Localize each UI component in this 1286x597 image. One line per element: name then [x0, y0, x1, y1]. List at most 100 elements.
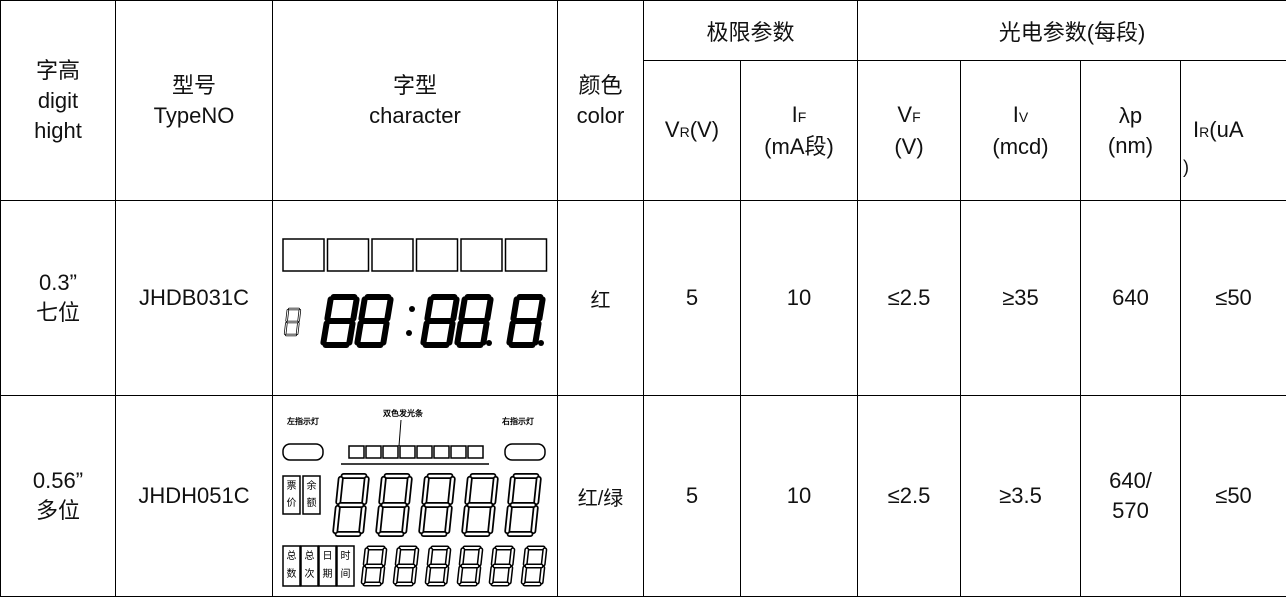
led-box — [400, 446, 415, 458]
header-text: (mA段) — [764, 134, 834, 159]
header-cell: 颜色 color — [558, 1, 644, 201]
header-line: VF — [858, 100, 960, 132]
header-line: (V) — [858, 132, 960, 162]
header-text: (V) — [894, 134, 923, 159]
character-cell — [273, 201, 558, 396]
display-label: 时 — [341, 550, 351, 562]
header-text: 型号 — [116, 71, 272, 101]
header-text: hight — [1, 116, 115, 146]
header-text: (nm) — [1108, 133, 1153, 158]
led-box — [328, 239, 369, 271]
led-segment — [535, 323, 538, 342]
led-box — [283, 444, 323, 460]
header-subscript: R — [1199, 124, 1209, 140]
value-cell: 5 — [644, 396, 741, 597]
cell-text: 570 — [1081, 496, 1180, 526]
header-text: 颜色 — [558, 71, 643, 101]
cell-text: 5 — [644, 481, 740, 511]
led-box — [417, 239, 458, 271]
value-cell: ≤2.5 — [858, 201, 961, 396]
cell-text: ≤2.5 — [858, 481, 960, 511]
header-line: (mA段) — [741, 132, 857, 162]
cell-text: ≥35 — [961, 283, 1080, 313]
type-no-cell: JHDB031C — [116, 201, 273, 396]
display-label: 间 — [341, 567, 351, 580]
header-text: λp — [1119, 103, 1142, 128]
led-segment — [461, 299, 464, 318]
header-cell: VF(V) — [858, 61, 961, 201]
type-no-cell: JHDH051C — [116, 396, 273, 597]
cell-text: 0.3” — [1, 268, 115, 298]
height-cell: 0.56”多位 — [1, 396, 116, 597]
led-box — [434, 446, 449, 458]
value-cell: 10 — [741, 396, 858, 597]
display-label: 日 — [323, 551, 333, 562]
led-segment — [323, 323, 326, 342]
display-label: 余 — [307, 479, 317, 492]
led-segment — [353, 299, 356, 318]
cell-text: ≤50 — [1181, 283, 1286, 313]
header-text: digit — [1, 86, 115, 116]
led-segment — [487, 299, 490, 318]
display-label: 票 — [287, 480, 297, 492]
header-cell: 极限参数 — [644, 1, 858, 61]
led-box — [505, 444, 545, 460]
header-line: IV — [961, 100, 1080, 132]
cell-text: 5 — [644, 283, 740, 313]
header-subscript: V — [1019, 109, 1028, 125]
header-text: TypeNO — [116, 101, 272, 131]
led-box — [468, 446, 483, 458]
display-label: 双色发光条 — [383, 408, 424, 418]
cell-text: 10 — [741, 283, 857, 313]
led-segment — [327, 299, 330, 318]
value-cell: 640 — [1081, 201, 1181, 396]
display-label: 额 — [307, 496, 317, 509]
cell-text: 七位 — [1, 298, 115, 328]
header-text: 字型 — [273, 71, 557, 101]
color-cell: 红 — [558, 201, 644, 396]
header-text: V — [897, 102, 912, 127]
header-cell: 型号 TypeNO — [116, 1, 273, 201]
header-subscript: F — [798, 109, 807, 125]
header-text: V — [665, 117, 680, 142]
cell-text: 0.56” — [1, 466, 115, 496]
cell-text: ≥3.5 — [961, 481, 1080, 511]
header-line: VR(V) — [644, 115, 740, 147]
display-label: 价 — [287, 497, 297, 509]
cell-text: 640/ — [1081, 466, 1180, 496]
led-segment — [449, 323, 452, 342]
led-dot — [486, 340, 492, 346]
header-line: (mcd) — [961, 132, 1080, 162]
header-text: ) — [1183, 157, 1189, 178]
header-cell: IF(mA段) — [741, 61, 858, 201]
led-segment — [509, 323, 512, 342]
led-segment — [387, 299, 390, 318]
led-dot — [484, 294, 490, 300]
cell-text: 多位 — [1, 496, 115, 526]
header-cell: VR(V) — [644, 61, 741, 201]
led-segment — [513, 299, 516, 318]
cell-text: 10 — [741, 481, 857, 511]
color-cell: 红/绿 — [558, 396, 644, 597]
cell-text: ≤2.5 — [858, 283, 960, 313]
height-cell: 0.3”七位 — [1, 201, 116, 396]
header-line: IR(uA — [1193, 115, 1286, 147]
led-segment — [349, 323, 352, 342]
led-box — [451, 446, 466, 458]
display-label: 右指示灯 — [501, 416, 534, 426]
display-drawing — [273, 201, 558, 395]
value-cell: ≤50 — [1181, 396, 1286, 597]
header-text: (V) — [690, 117, 719, 142]
led-dot — [406, 330, 412, 336]
led-segment — [453, 299, 456, 318]
led-segment — [361, 299, 364, 318]
value-cell: ≥3.5 — [961, 396, 1081, 597]
value-cell: ≤50 — [1181, 201, 1286, 396]
led-box — [372, 239, 413, 271]
led-box — [349, 446, 364, 458]
header-line: λp — [1081, 101, 1180, 131]
header-cell: λp (nm) — [1081, 61, 1181, 201]
